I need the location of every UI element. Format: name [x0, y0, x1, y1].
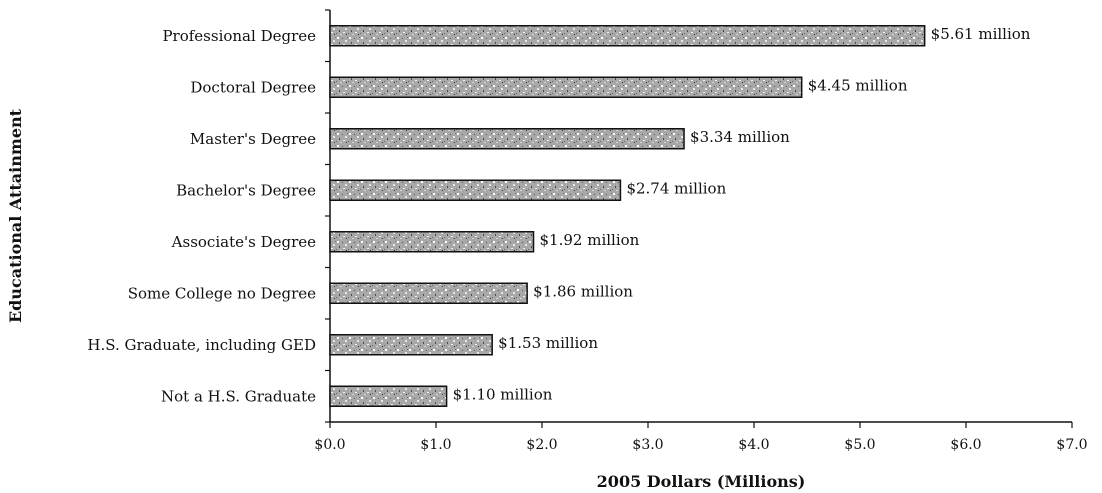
category-label: Master's Degree — [190, 130, 316, 148]
x-tick-label: $2.0 — [526, 437, 557, 453]
data-label: $3.34 million — [690, 128, 790, 146]
axes — [325, 9, 1073, 428]
y-axis-title: Educational Attainment — [6, 108, 25, 323]
x-tick-label: $4.0 — [738, 437, 769, 453]
data-label: $1.10 million — [453, 385, 553, 403]
category-label: Doctoral Degree — [190, 78, 316, 96]
data-label: $1.86 million — [533, 282, 633, 300]
x-tick-label: $7.0 — [1056, 437, 1087, 453]
data-label: $5.61 million — [931, 25, 1031, 43]
bar — [329, 334, 493, 356]
bar — [329, 76, 803, 98]
data-label: $1.53 million — [498, 334, 598, 352]
data-label: $1.92 million — [540, 231, 640, 249]
bar — [329, 25, 926, 47]
category-label: Associate's Degree — [171, 233, 316, 251]
bar — [329, 282, 528, 304]
x-tick-label: $3.0 — [632, 437, 663, 453]
category-label: Some College no Degree — [128, 284, 316, 302]
category-label: Professional Degree — [162, 27, 316, 45]
bars — [329, 25, 926, 407]
bar — [329, 179, 622, 201]
bar — [329, 385, 448, 407]
x-axis-title: 2005 Dollars (Millions) — [597, 472, 806, 491]
category-label: Not a H.S. Graduate — [161, 387, 316, 405]
x-tick-label: $0.0 — [314, 437, 345, 453]
data-label: $4.45 million — [808, 76, 908, 94]
labels: $0.0 $1.0 $2.0 $3.0 $4.0 $5.0 $6.0 $7.0 Professi… — [87, 25, 1087, 453]
bar — [329, 231, 535, 253]
category-label: H.S. Graduate, including GED — [87, 336, 316, 354]
x-tick-label: $5.0 — [844, 437, 875, 453]
x-tick-label: $6.0 — [950, 437, 981, 453]
category-label: Bachelor's Degree — [176, 181, 316, 199]
bar — [329, 128, 685, 150]
data-label: $2.74 million — [626, 179, 726, 197]
x-tick-label: $1.0 — [420, 437, 451, 453]
